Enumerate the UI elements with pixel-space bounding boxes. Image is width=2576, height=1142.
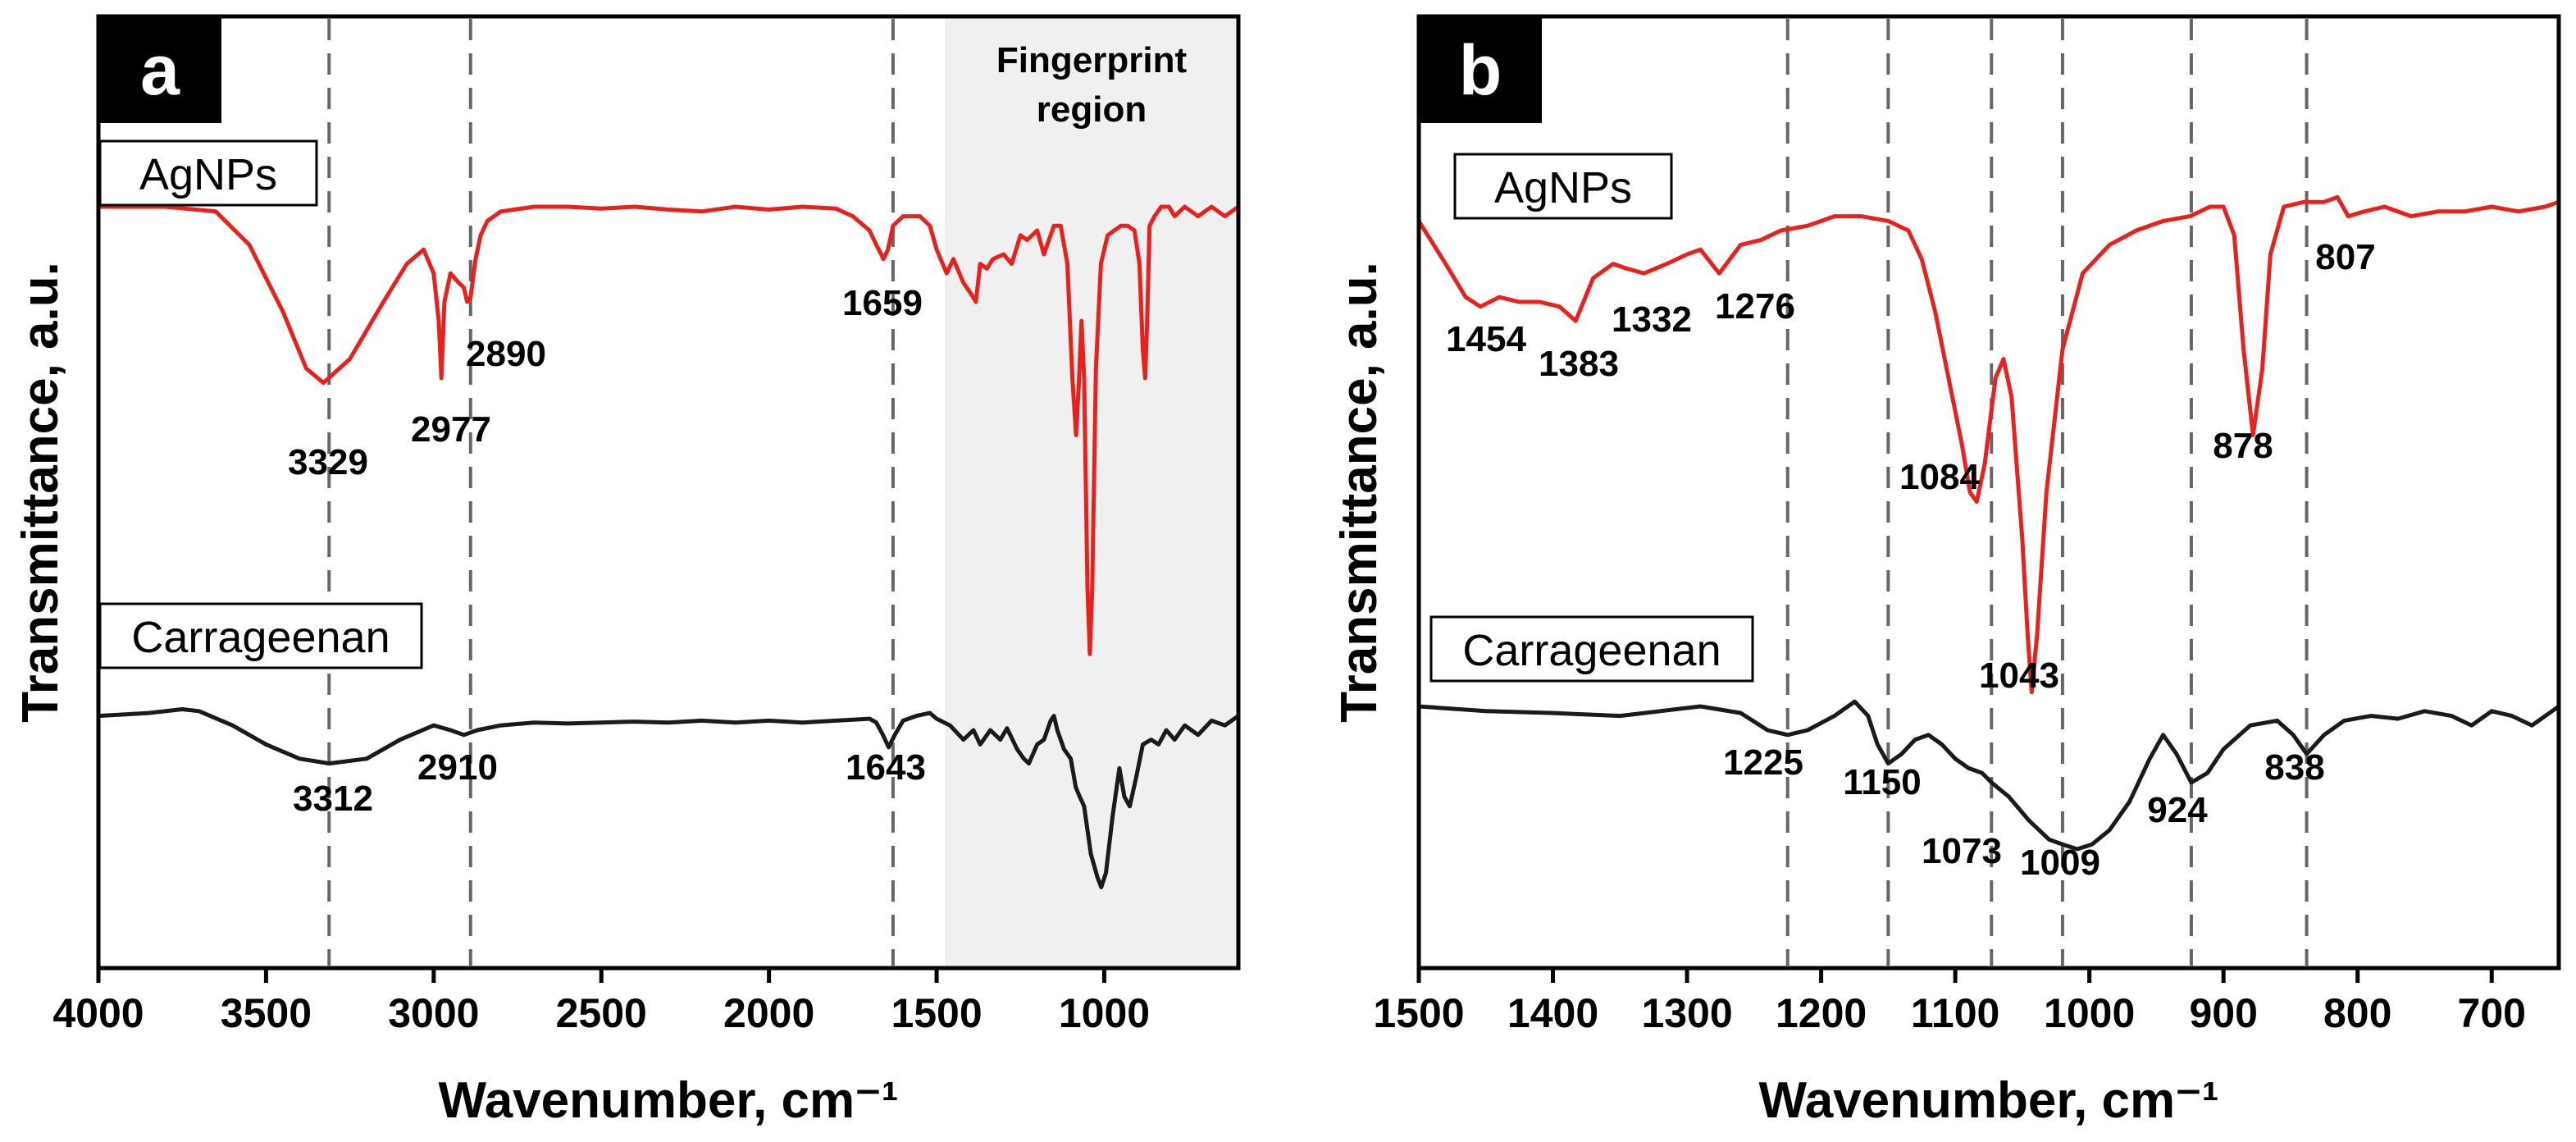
panel-b-legend-carrageenan: Carrageenan [1462, 626, 1721, 675]
series-line-carrageenan [1418, 699, 2560, 852]
x-tick-label: 700 [2458, 990, 2526, 1036]
peak-label: 838 [2264, 747, 2324, 788]
x-tick-label: 1300 [1641, 990, 1732, 1036]
x-tick-label: 2500 [556, 990, 647, 1036]
peak-label: 878 [2213, 426, 2273, 466]
panel-a-letter-box [98, 16, 221, 123]
x-tick-label: 1000 [2044, 990, 2135, 1036]
peak-label: 3329 [288, 442, 368, 482]
series-line-carrageenan [98, 707, 1240, 889]
peak-label: 1073 [1922, 831, 2002, 871]
panel-a-x-ticks: 4000 3500 3000 2500 2000 1500 1000 [52, 968, 1150, 1036]
panel-a-legend-carrageenan: Carrageenan [131, 613, 390, 662]
x-tick-label: 900 [2189, 990, 2257, 1036]
peak-label: 2910 [417, 747, 498, 788]
peak-label: 1659 [842, 283, 923, 323]
panel-b-frame [1416, 14, 2561, 971]
panel-a-legend-agnps-box [98, 139, 318, 207]
peak-label: 3312 [293, 779, 373, 819]
fingerprint-region-label-2: region [1037, 89, 1147, 130]
x-tick-label: 1500 [891, 990, 982, 1036]
panel-b-series [1416, 194, 2560, 852]
fingerprint-region-shading [945, 16, 1238, 968]
peak-label: 1276 [1715, 286, 1795, 327]
panel-a-x-axis-title: Wavenumber, cm⁻¹ [438, 1072, 898, 1129]
panel-a-y-axis-title: Transmittance, a.u. [12, 262, 69, 723]
series-line-agnps [1416, 194, 2560, 695]
panel-b-legend-agnps: AgNPs [1494, 163, 1632, 212]
panel-a-letter: a [140, 31, 180, 110]
panel-a-frame [96, 14, 1241, 971]
fingerprint-region-label-1: Fingerprint [996, 40, 1188, 80]
peak-label: 1454 [1446, 319, 1526, 359]
panel-a-legend-carrageenan-box [98, 602, 423, 669]
peak-label: 1009 [2020, 843, 2100, 883]
panel-b-x-axis-title: Wavenumber, cm⁻¹ [1758, 1072, 2218, 1129]
peak-label: 1643 [846, 747, 926, 788]
panel-b-y-axis-title: Transmittance, a.u. [1331, 262, 1388, 723]
peak-label: 2977 [411, 409, 491, 450]
x-tick-label: 800 [2323, 990, 2391, 1036]
x-tick-label: 1400 [1507, 990, 1598, 1036]
peak-label: 1084 [1899, 457, 1980, 497]
peak-label: 807 [2315, 237, 2375, 277]
panel-b-legend-carrageenan-box [1429, 615, 1754, 683]
peak-label: 1225 [1723, 742, 1803, 783]
peak-label: 1383 [1539, 344, 1619, 384]
x-tick-label: 1200 [1776, 990, 1867, 1036]
panel-b-chart: 1500 1400 1300 1200 1100 1000 900 800 700 b AgNP… [1331, 14, 2561, 1129]
x-tick-label: 3000 [388, 990, 479, 1036]
panel-b-letter-box [1419, 16, 1542, 123]
panel-a-series [98, 204, 1240, 889]
x-tick-label: 1500 [1373, 990, 1464, 1036]
panel-a-chart: 4000 3500 3000 2500 2000 1500 1000 a Fingerpri… [12, 14, 1241, 1129]
peak-label: 2890 [466, 334, 546, 374]
panel-b-letter: b [1459, 31, 1502, 110]
x-tick-label: 1000 [1059, 990, 1150, 1036]
panel-b-reference-lines [1785, 19, 2309, 966]
panel-b-legend-agnps-box [1453, 153, 1673, 220]
panel-b-x-ticks: 1500 1400 1300 1200 1100 1000 900 800 700 [1373, 968, 2526, 1036]
peak-label: 1043 [1979, 656, 2059, 696]
x-tick-label: 2000 [723, 990, 814, 1036]
x-tick-label: 1100 [1911, 990, 1999, 1036]
panel-a-legend-agnps: AgNPs [139, 150, 277, 199]
peak-label: 1150 [1843, 762, 1921, 802]
x-tick-label: 4000 [52, 990, 144, 1036]
peak-label: 924 [2147, 790, 2208, 830]
x-tick-label: 3500 [221, 990, 312, 1036]
panel-a-reference-lines [327, 19, 895, 966]
peak-label: 1332 [1612, 299, 1692, 340]
series-line-agnps [98, 204, 1240, 656]
